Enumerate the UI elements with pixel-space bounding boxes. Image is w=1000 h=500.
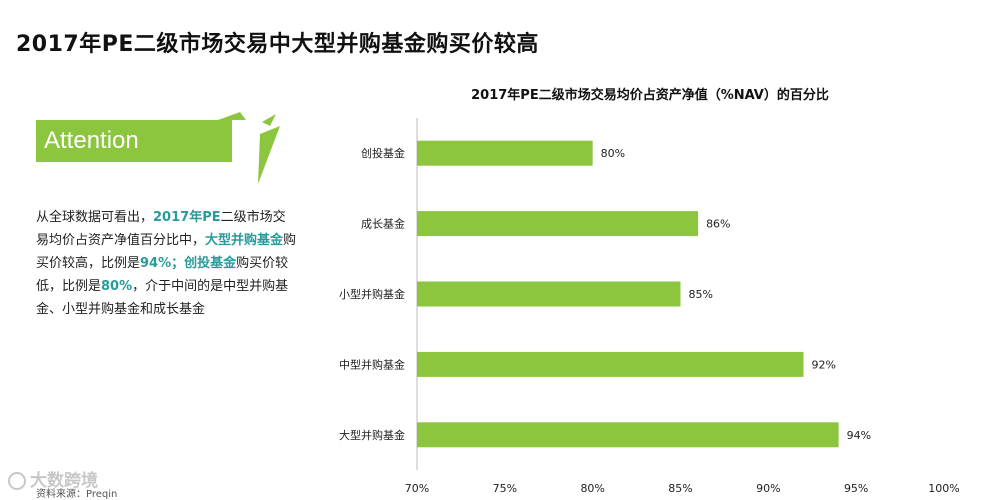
data-label: 92% (811, 358, 835, 371)
category-label: 创投基金 (361, 146, 405, 160)
category-label: 中型并购基金 (339, 357, 405, 371)
description-part: 购买价较高，比例是 (36, 233, 297, 271)
description-text: 从全球数据可看出，2017年PE二级市场交易均价占资产净值百分比中，大型并购基金… (36, 206, 298, 321)
attention-banner: Attention (30, 108, 280, 188)
data-label: 86% (706, 218, 730, 231)
bar (417, 140, 593, 166)
data-label: 94% (847, 429, 871, 442)
source-note: 资料来源：Preqin (36, 489, 118, 500)
category-label: 大型并购基金 (339, 428, 405, 442)
description-highlight: 80% (101, 279, 133, 294)
watermark: 大数跨境 (8, 466, 98, 491)
attention-label: Attention (36, 120, 232, 162)
bar (417, 351, 804, 377)
x-tick-label: 90% (756, 482, 780, 495)
description-part: 从全球数据可看出， (36, 210, 154, 225)
x-tick-label: 80% (580, 482, 604, 495)
x-tick-label: 70% (405, 482, 429, 495)
description-part: 购买价较低，比例是 (36, 256, 289, 294)
description-highlight: 94%；创投基金 (140, 256, 237, 271)
x-tick-label: 100% (928, 482, 959, 495)
category-label: 成长基金 (361, 217, 405, 231)
bar (417, 211, 699, 237)
attention-decoration (218, 112, 280, 184)
x-tick-label: 95% (844, 482, 868, 495)
data-label: 80% (601, 147, 625, 160)
x-tick-label: 85% (668, 482, 692, 495)
data-label: 85% (689, 288, 713, 301)
watermark-text: 大数跨境 (30, 471, 98, 491)
category-label: 小型并购基金 (339, 287, 405, 301)
chart-title: 2017年PE二级市场交易均价占资产净值（%NAV）的百分比 (471, 88, 829, 103)
x-tick-label: 75% (493, 482, 517, 495)
page-title: 2017年PE二级市场交易中大型并购基金购买价较高 (16, 32, 539, 57)
description-part: 二级市场交易均价占资产净值百分比中， (36, 210, 286, 248)
description-part: ，介于中间的是中型并购基金、小型并购基金和成长基金 (36, 279, 289, 317)
description-highlight: 大型并购基金 (205, 233, 284, 248)
watermark-logo-icon (8, 472, 26, 490)
description-highlight: 2017年PE (153, 210, 221, 225)
bar (417, 281, 681, 307)
bar (417, 422, 839, 448)
